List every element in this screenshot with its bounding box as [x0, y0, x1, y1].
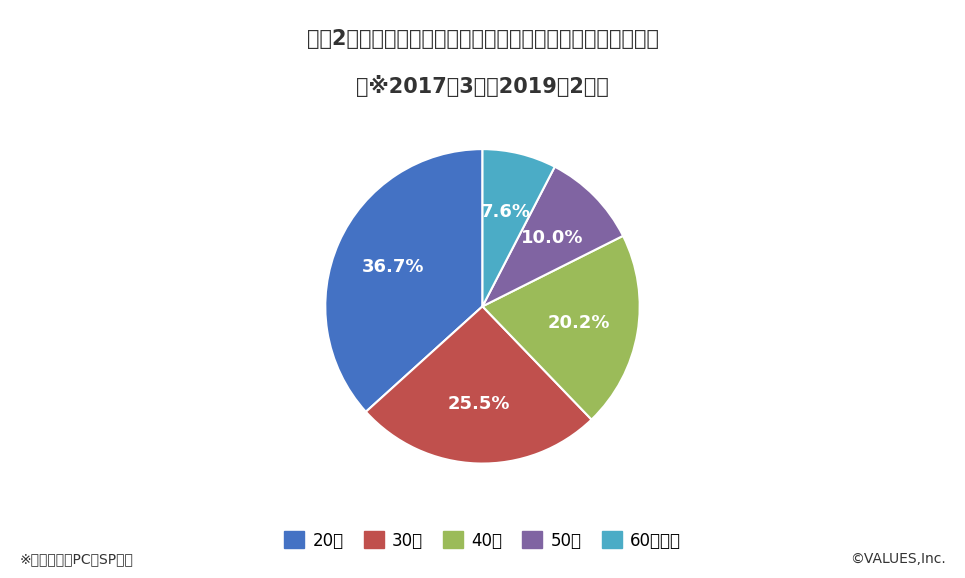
Legend: 20代, 30代, 40代, 50代, 60才以上: 20代, 30代, 40代, 50代, 60才以上	[284, 531, 681, 550]
Text: 20.2%: 20.2%	[547, 314, 610, 332]
Text: 10.0%: 10.0%	[520, 229, 583, 247]
Wedge shape	[482, 149, 555, 306]
Wedge shape	[325, 149, 482, 412]
Wedge shape	[482, 166, 623, 306]
Text: 【図2】「ビジネスマナー」検索者のユーザー属性（年代別）: 【図2】「ビジネスマナー」検索者のユーザー属性（年代別）	[307, 29, 658, 49]
Wedge shape	[366, 306, 592, 464]
Text: 25.5%: 25.5%	[448, 395, 510, 413]
Text: 36.7%: 36.7%	[362, 258, 425, 276]
Wedge shape	[482, 236, 640, 420]
Text: ※デバイス：PC・SP合算: ※デバイス：PC・SP合算	[19, 553, 133, 566]
Text: ©VALUES,Inc.: ©VALUES,Inc.	[850, 553, 946, 566]
Text: （※2017年3月〜2019年2月）: （※2017年3月〜2019年2月）	[356, 75, 609, 97]
Text: 7.6%: 7.6%	[481, 203, 531, 221]
